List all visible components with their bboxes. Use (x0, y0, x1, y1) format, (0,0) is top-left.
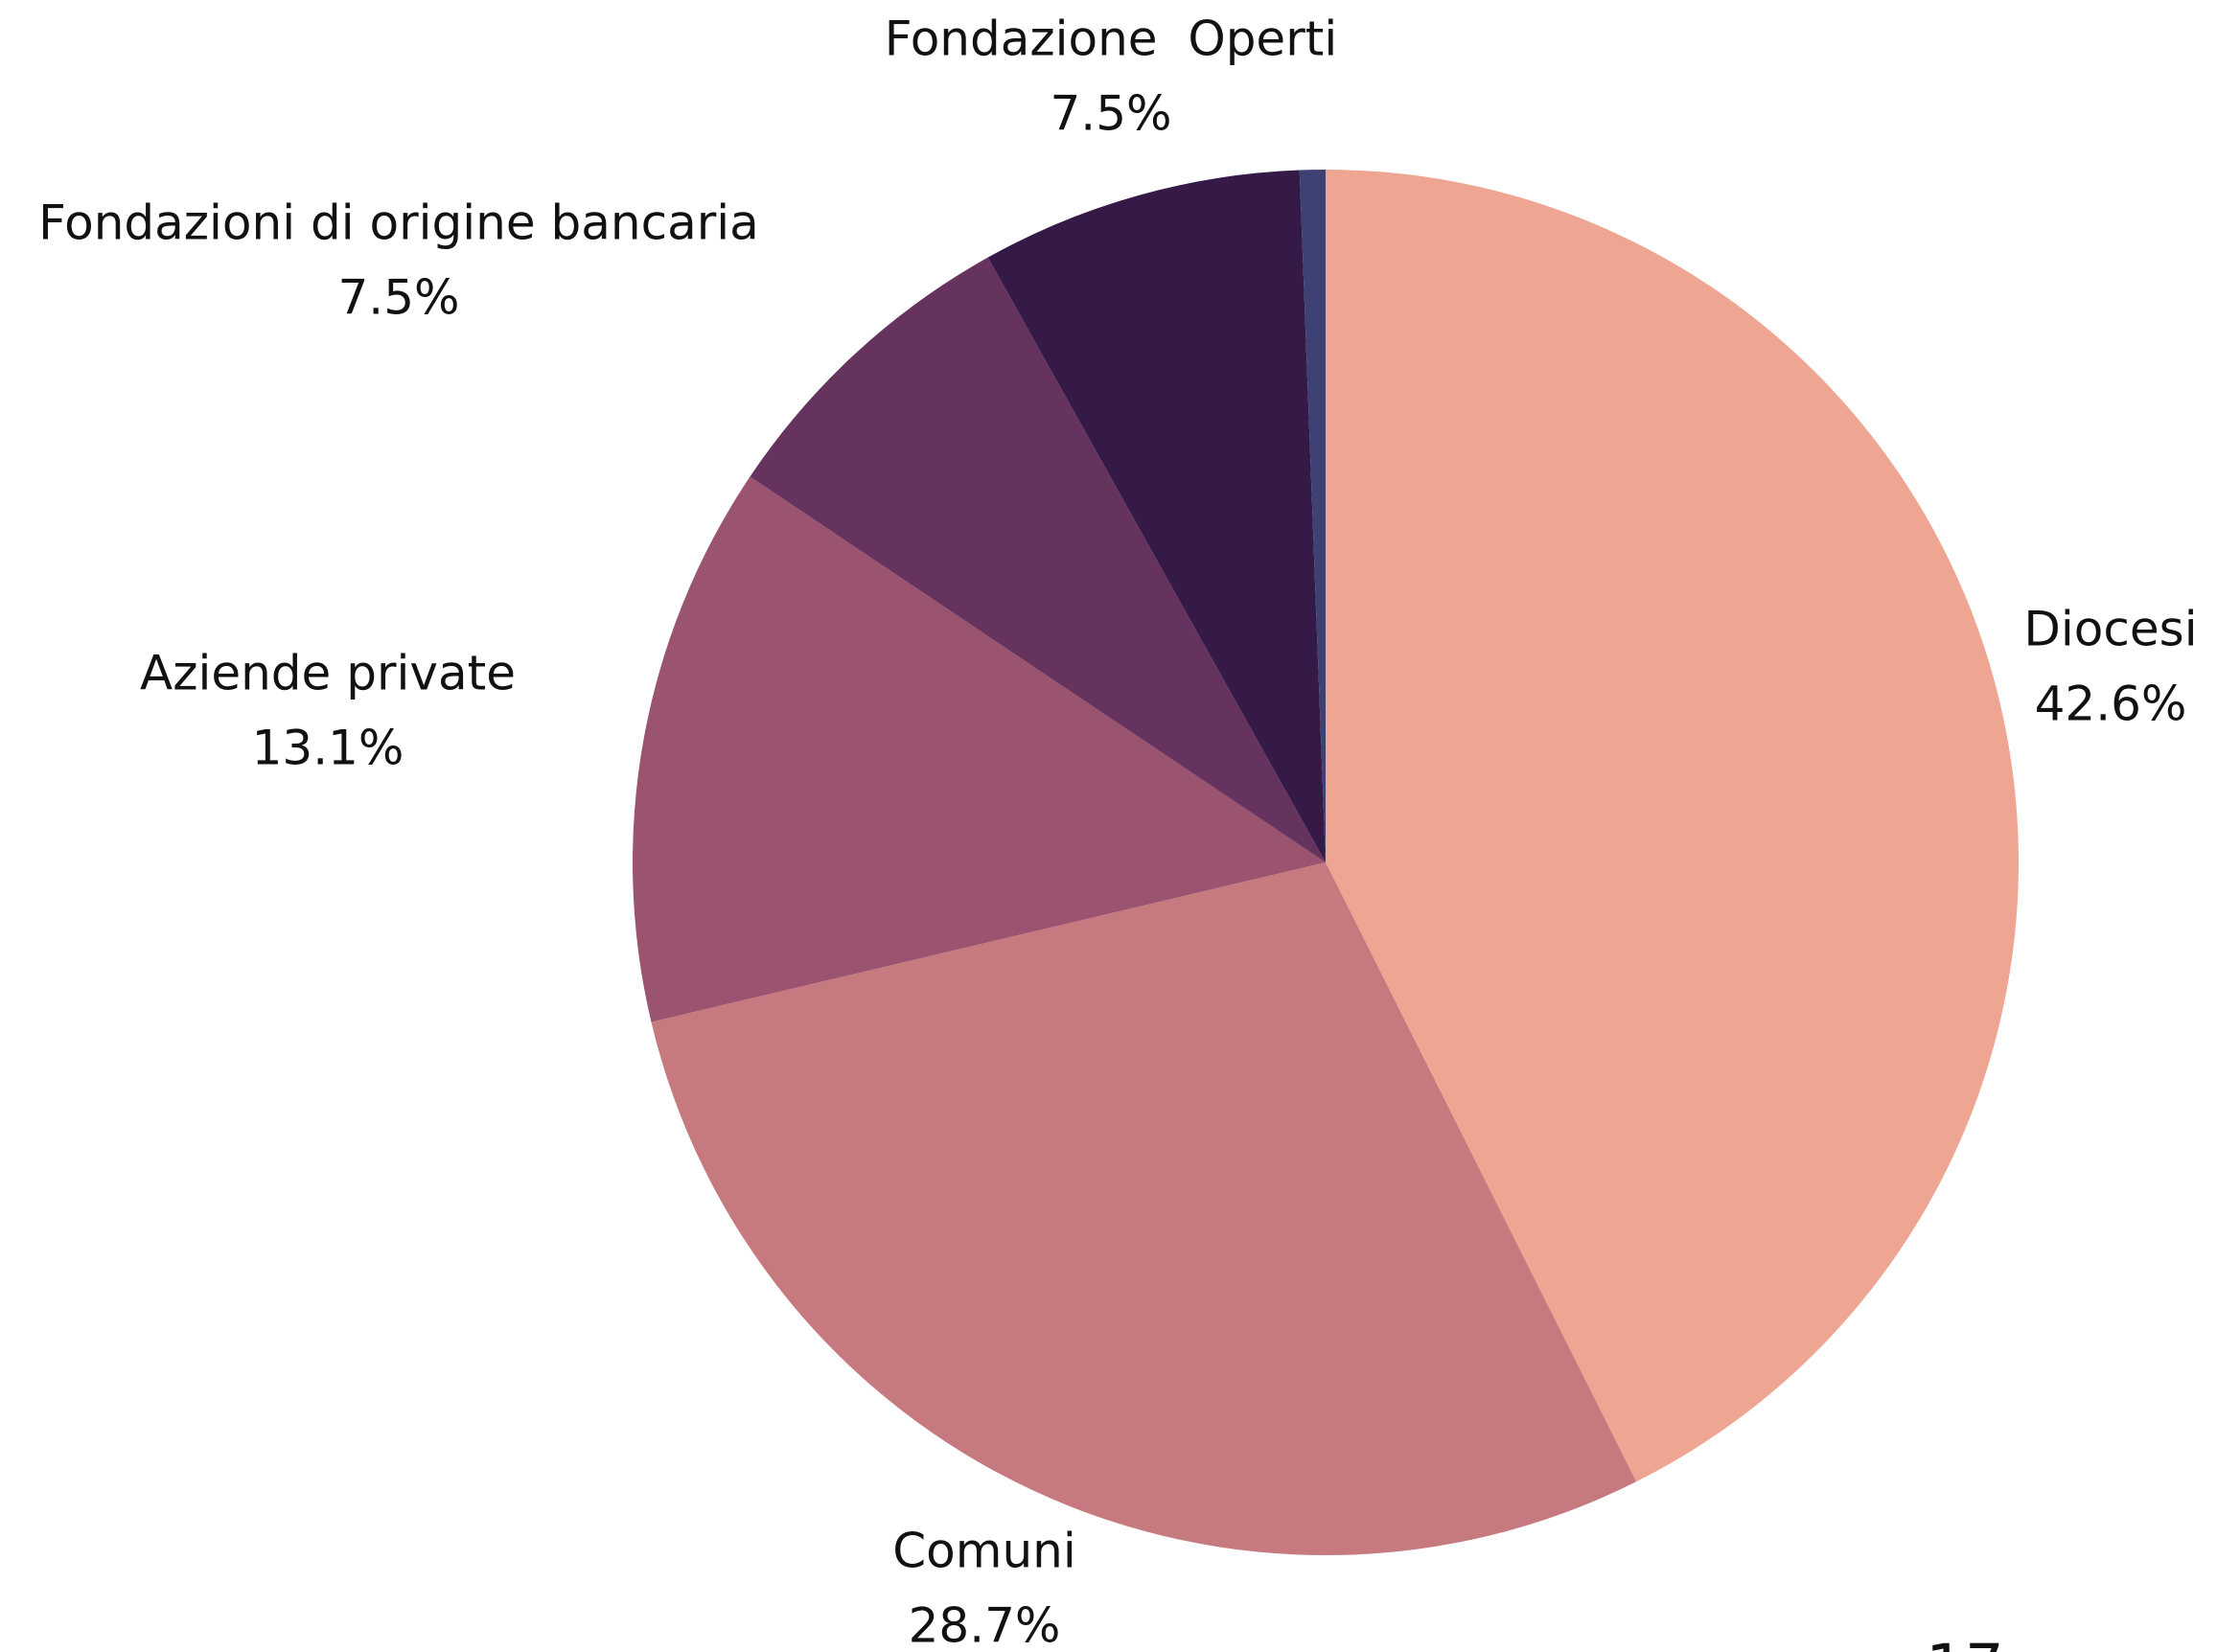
pie-slice (651, 862, 1637, 1555)
pie-slice (1326, 170, 2019, 1482)
pie-slice (633, 476, 1326, 1022)
pie-slice (750, 257, 1326, 863)
slice-label: Comuni (892, 1524, 1075, 1579)
slice-value-label: 7.5% (337, 270, 459, 326)
slice-label: Aziende private (140, 646, 516, 701)
pie-slice (987, 170, 1326, 862)
slice-label: Fondazioni di origine bancaria (38, 195, 759, 251)
slice-label: Diocesi (2023, 602, 2197, 657)
slice-value-label: 13.1% (252, 721, 404, 776)
slice-value-label: 42.6% (2035, 677, 2187, 732)
slice-label: Fondazione Operti (885, 11, 1338, 67)
slice-value-label: 28.7% (909, 1598, 1061, 1652)
pie-slice (1299, 170, 1326, 862)
slice-value-label: 7.5% (1050, 86, 1171, 142)
page-number: 17 (1926, 1633, 2003, 1652)
